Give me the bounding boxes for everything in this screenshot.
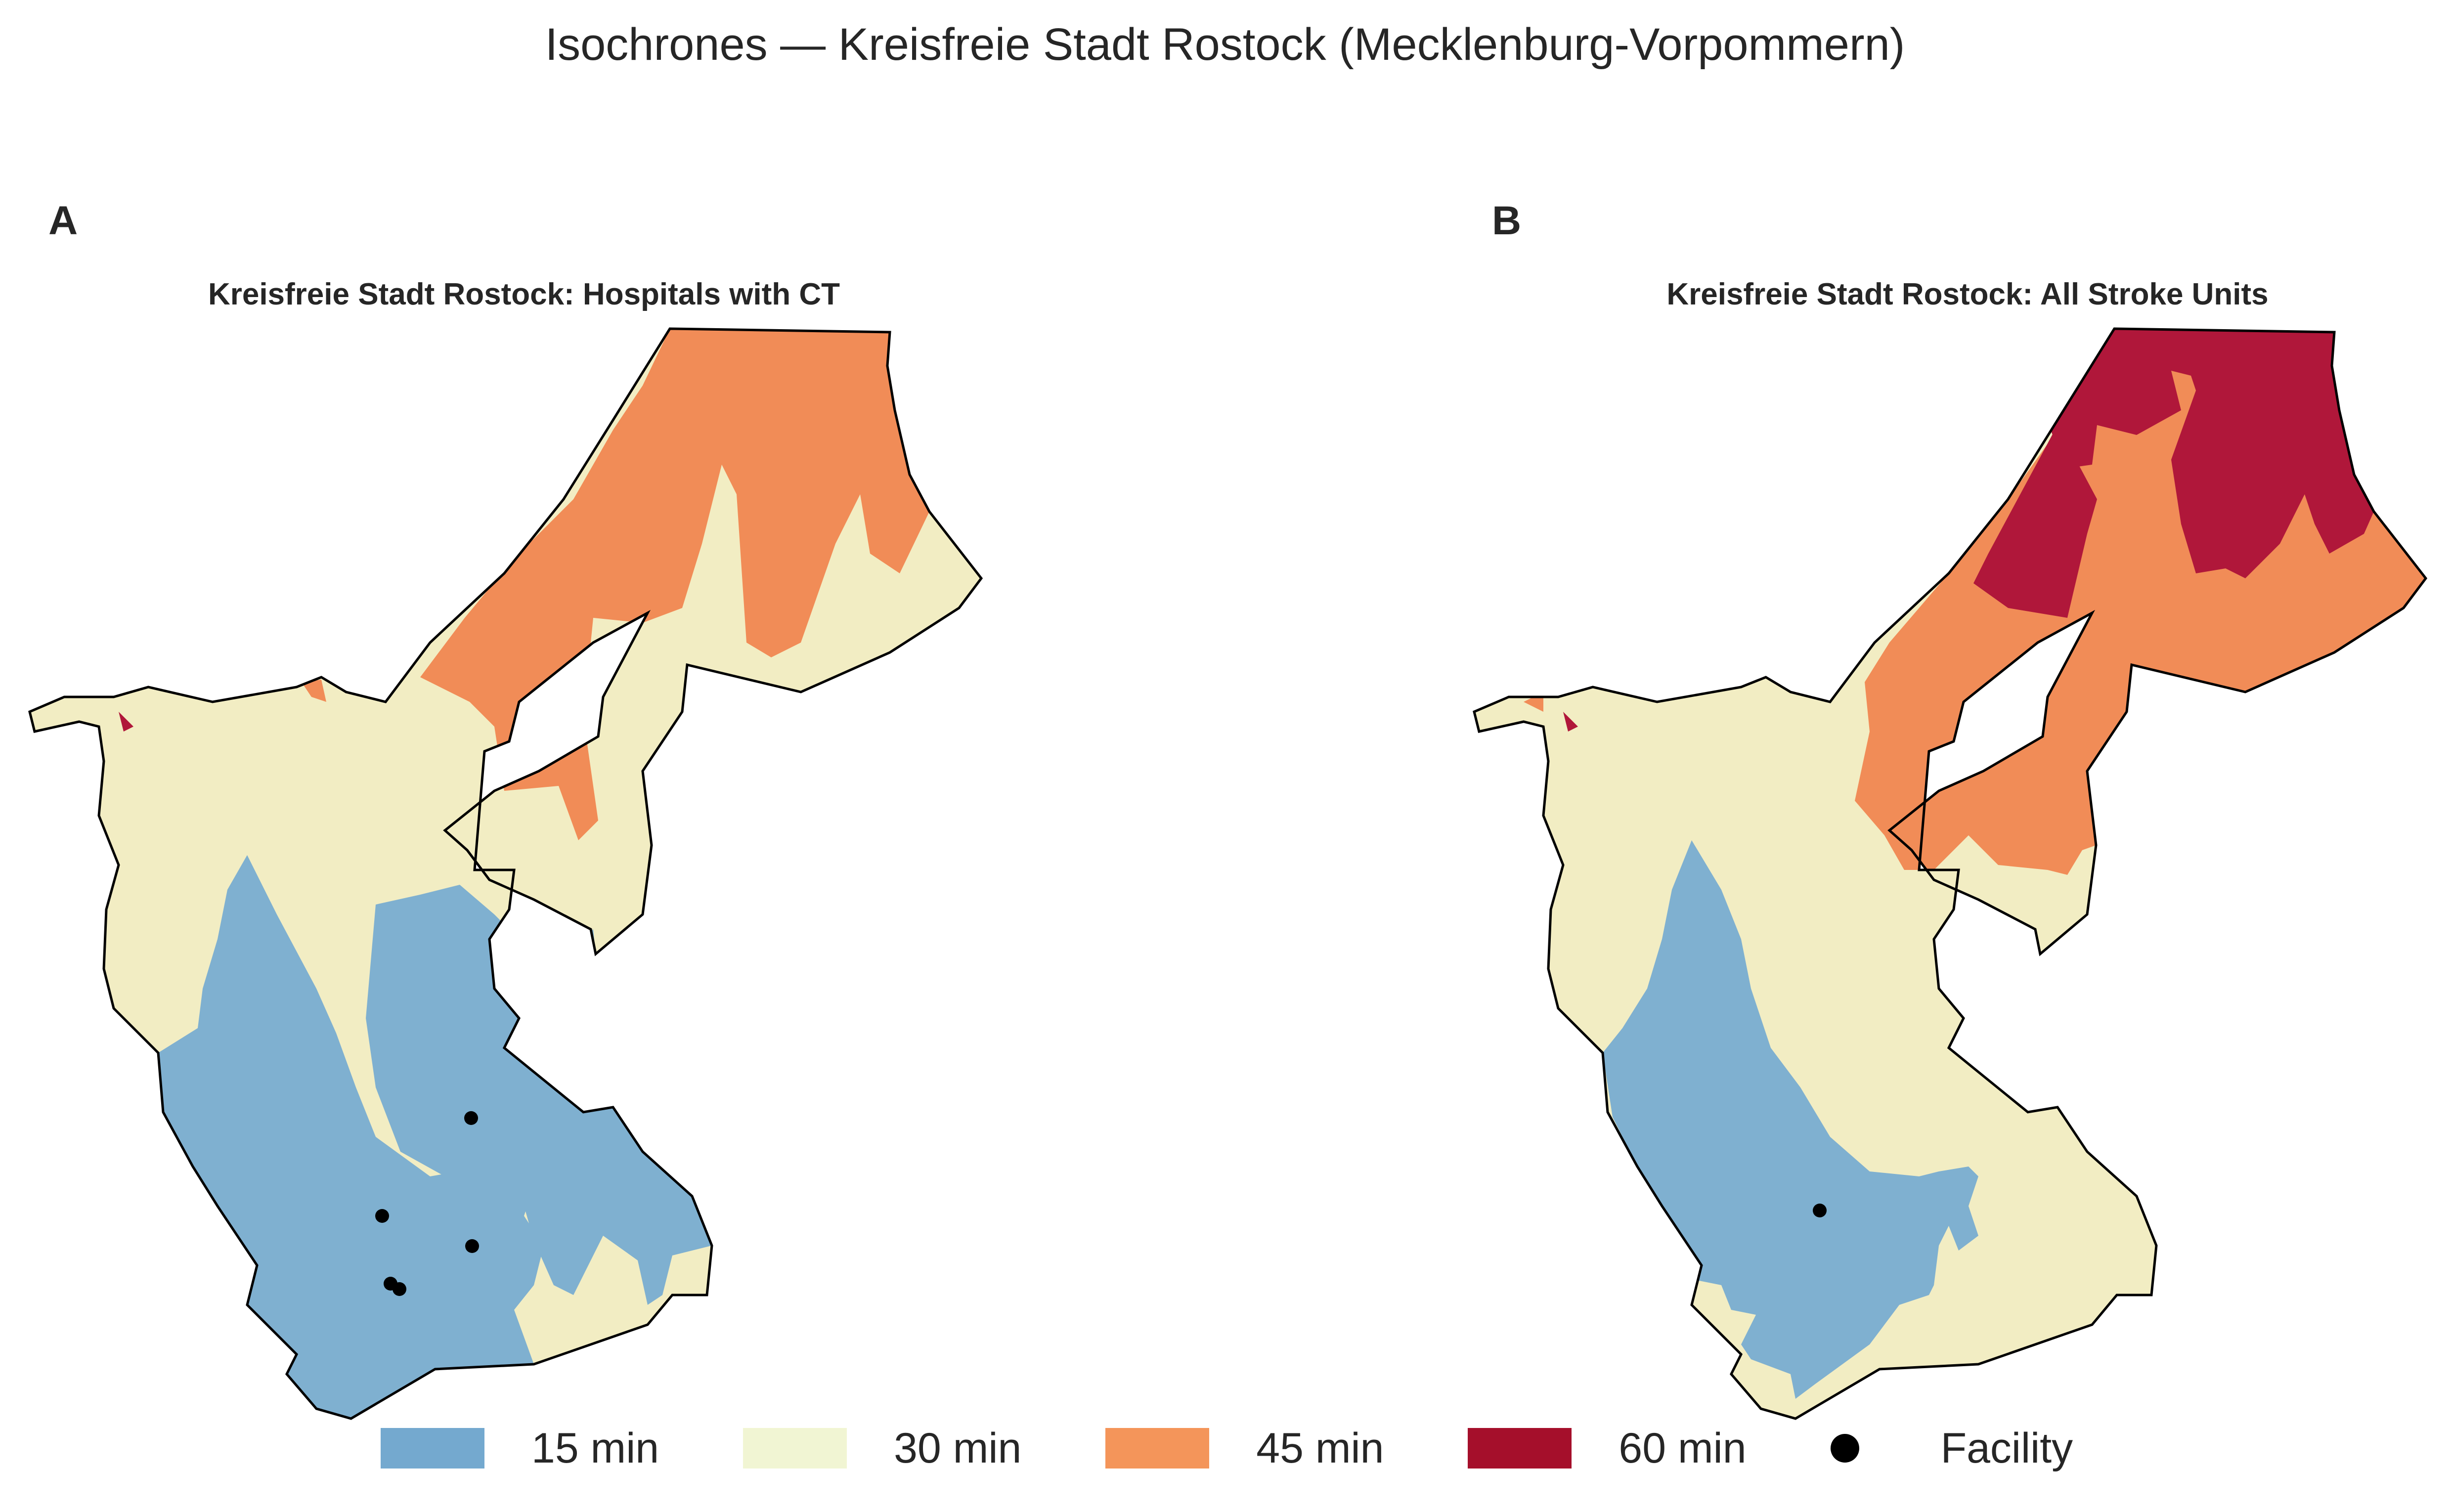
zone-60-area [2038,329,2374,578]
zone-15-area-east [366,885,712,1305]
map-panel-b [1473,327,2428,1420]
legend-label-30: 30 min [894,1424,1022,1472]
legend-item-60: 60 min [1468,1424,1747,1473]
legend-item-45: 45 min [1105,1424,1384,1473]
zone-60-area-2 [1973,425,2097,618]
panel-b-title: Kreisfreie Stadt Rostock: All Stroke Uni… [1666,277,2269,311]
panel-b-label: B [1492,198,1522,243]
legend-label-60: 60 min [1619,1424,1747,1472]
zone-60-area-3 [1504,732,1529,771]
legend-facility-marker [1830,1434,1859,1463]
facility-marker [1813,1204,1827,1217]
facility-marker [464,1111,478,1125]
panel-a-title: Kreisfreie Stadt Rostock: Hospitals with… [208,277,840,311]
zone-60-area [59,732,84,771]
map-panel-a [28,327,983,1420]
zone-60-area-2 [119,712,133,732]
facility-marker [375,1209,389,1223]
facility-marker [393,1282,406,1296]
facility-markers [375,1111,479,1296]
legend-item-facility: Facility [1830,1424,2073,1473]
legend-swatch-45 [1105,1428,1210,1469]
rostock-boundary [1473,327,2428,1420]
panel-a-label: A [48,198,78,243]
legend-label-facility: Facility [1940,1424,2073,1472]
legend: 15 min 30 min 45 min 60 min Facility [381,1421,2157,1475]
zone-45-area-small [544,682,583,751]
facility-markers [1813,1204,1827,1217]
legend-swatch-30 [743,1428,847,1469]
legend-item-30: 30 min [743,1424,1021,1473]
legend-swatch-15 [381,1428,484,1469]
zone-60-area-4 [1563,712,1578,732]
legend-swatch-60 [1468,1428,1572,1469]
zone-45-area-west [302,680,326,702]
legend-item-15: 15 min [381,1424,659,1473]
rostock-boundary [28,327,983,1420]
facility-marker [465,1239,479,1253]
legend-label-45: 45 min [1256,1424,1384,1472]
figure-title: Isochrones — Kreisfreie Stadt Rostock (M… [545,19,1905,70]
legend-label-15: 15 min [531,1424,659,1472]
